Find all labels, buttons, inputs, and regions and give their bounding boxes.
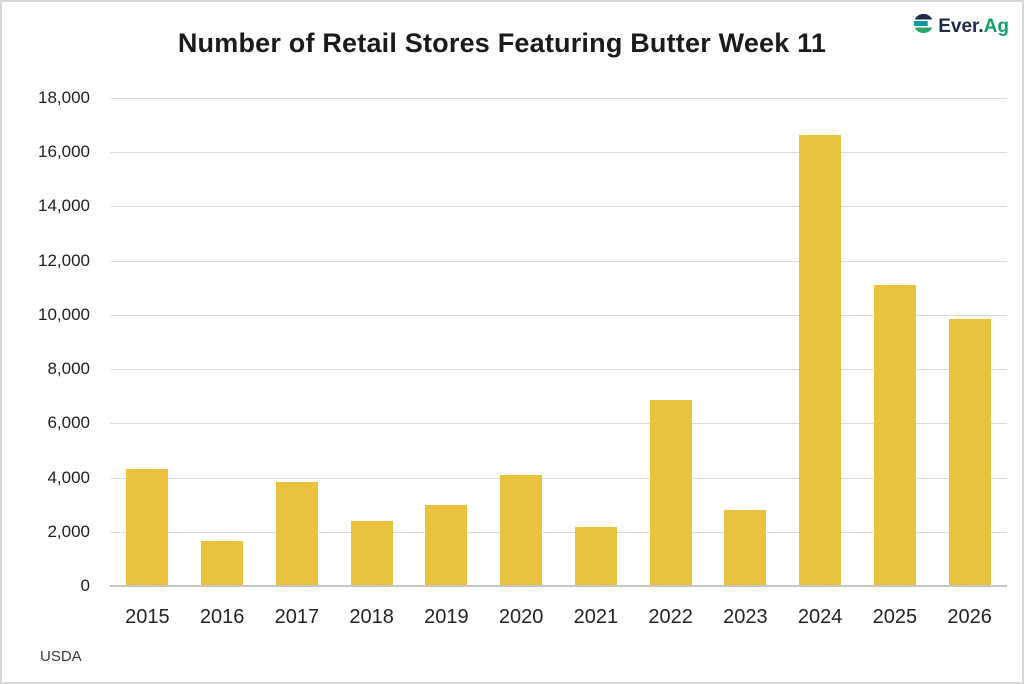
x-tick-label-2025: 2025: [872, 606, 918, 628]
bar-band: [858, 98, 933, 586]
x-tick-label-2020: 2020: [498, 606, 544, 628]
y-tick-label: 12,000: [38, 250, 90, 270]
x-tick-label-2021: 2021: [573, 606, 619, 628]
logo-text-accent: Ag: [983, 15, 1009, 37]
bar-band: [932, 98, 1007, 586]
x-tick-label-2019: 2019: [424, 606, 469, 628]
x-axis-labels: 2015 2016 2017 2018 2019 2020 2021 2022 2023 2024…: [110, 606, 1007, 629]
bar-2015: [126, 468, 169, 586]
bar-band: [409, 98, 484, 586]
bar-band: [260, 98, 335, 586]
gridline: [110, 206, 1007, 208]
source-note: USDA: [40, 648, 82, 665]
bar-2026: [948, 319, 991, 586]
y-tick-label: 6,000: [47, 413, 90, 433]
bar-band: [559, 98, 634, 586]
logo-text-primary: Ever.: [938, 15, 984, 37]
y-axis-labels: 18,000 16,000 14,000 12,000 10,000 8,000 6,000…: [2, 88, 90, 595]
gridline: [110, 98, 1007, 99]
x-tick-label-2022: 2022: [648, 606, 693, 628]
everag-logo-icon: [913, 13, 934, 40]
y-tick-label: 18,000: [38, 88, 90, 107]
bar-band: [484, 98, 559, 586]
bar-band: [708, 98, 783, 586]
gridline: [110, 531, 1007, 533]
bars: [110, 98, 1007, 586]
bar-2017: [275, 481, 318, 586]
x-tick-label-2016: 2016: [199, 606, 245, 628]
y-tick-label: 4,000: [47, 467, 90, 487]
bar-band: [633, 98, 708, 586]
gridline: [110, 260, 1007, 262]
gridline: [110, 423, 1007, 425]
gridline: [110, 152, 1007, 154]
y-tick-label: 2,000: [47, 521, 90, 541]
x-axis-line: [110, 585, 1007, 587]
bar-2016: [201, 541, 244, 586]
plot-area: [110, 98, 1007, 587]
y-tick-label: 16,000: [38, 142, 90, 162]
y-tick-label: 8,000: [47, 359, 90, 379]
y-tick-label: 0: [80, 576, 90, 595]
bar-band: [110, 98, 185, 586]
gridlines: [110, 98, 1007, 587]
bar-band: [334, 98, 409, 586]
bar-2024: [799, 135, 842, 586]
bar-2025: [873, 284, 916, 586]
gridline: [110, 314, 1007, 316]
y-tick-label: 10,000: [38, 304, 90, 324]
bar-2018: [350, 520, 393, 586]
bar-2019: [425, 505, 468, 586]
x-tick-label-2024: 2024: [797, 606, 843, 628]
x-tick-label-2026: 2026: [947, 606, 992, 628]
chart-title: Number of Retail Stores Featuring Butter…: [177, 28, 827, 58]
bar-band: [783, 98, 858, 586]
bar-2020: [500, 474, 543, 586]
bar-band: [185, 98, 260, 586]
everag-logo: Ever. Ag: [913, 13, 1009, 40]
bar-2021: [574, 526, 617, 586]
x-tick-label-2015: 2015: [125, 606, 170, 628]
x-tick-label-2018: 2018: [349, 606, 394, 628]
y-tick-label: 14,000: [38, 196, 90, 216]
gridline: [110, 369, 1007, 371]
gridline: [110, 477, 1007, 479]
bar-2023: [724, 510, 767, 586]
x-tick-label-2017: 2017: [274, 606, 320, 628]
x-tick-label-2023: 2023: [723, 606, 768, 628]
bar-2022: [649, 400, 692, 586]
